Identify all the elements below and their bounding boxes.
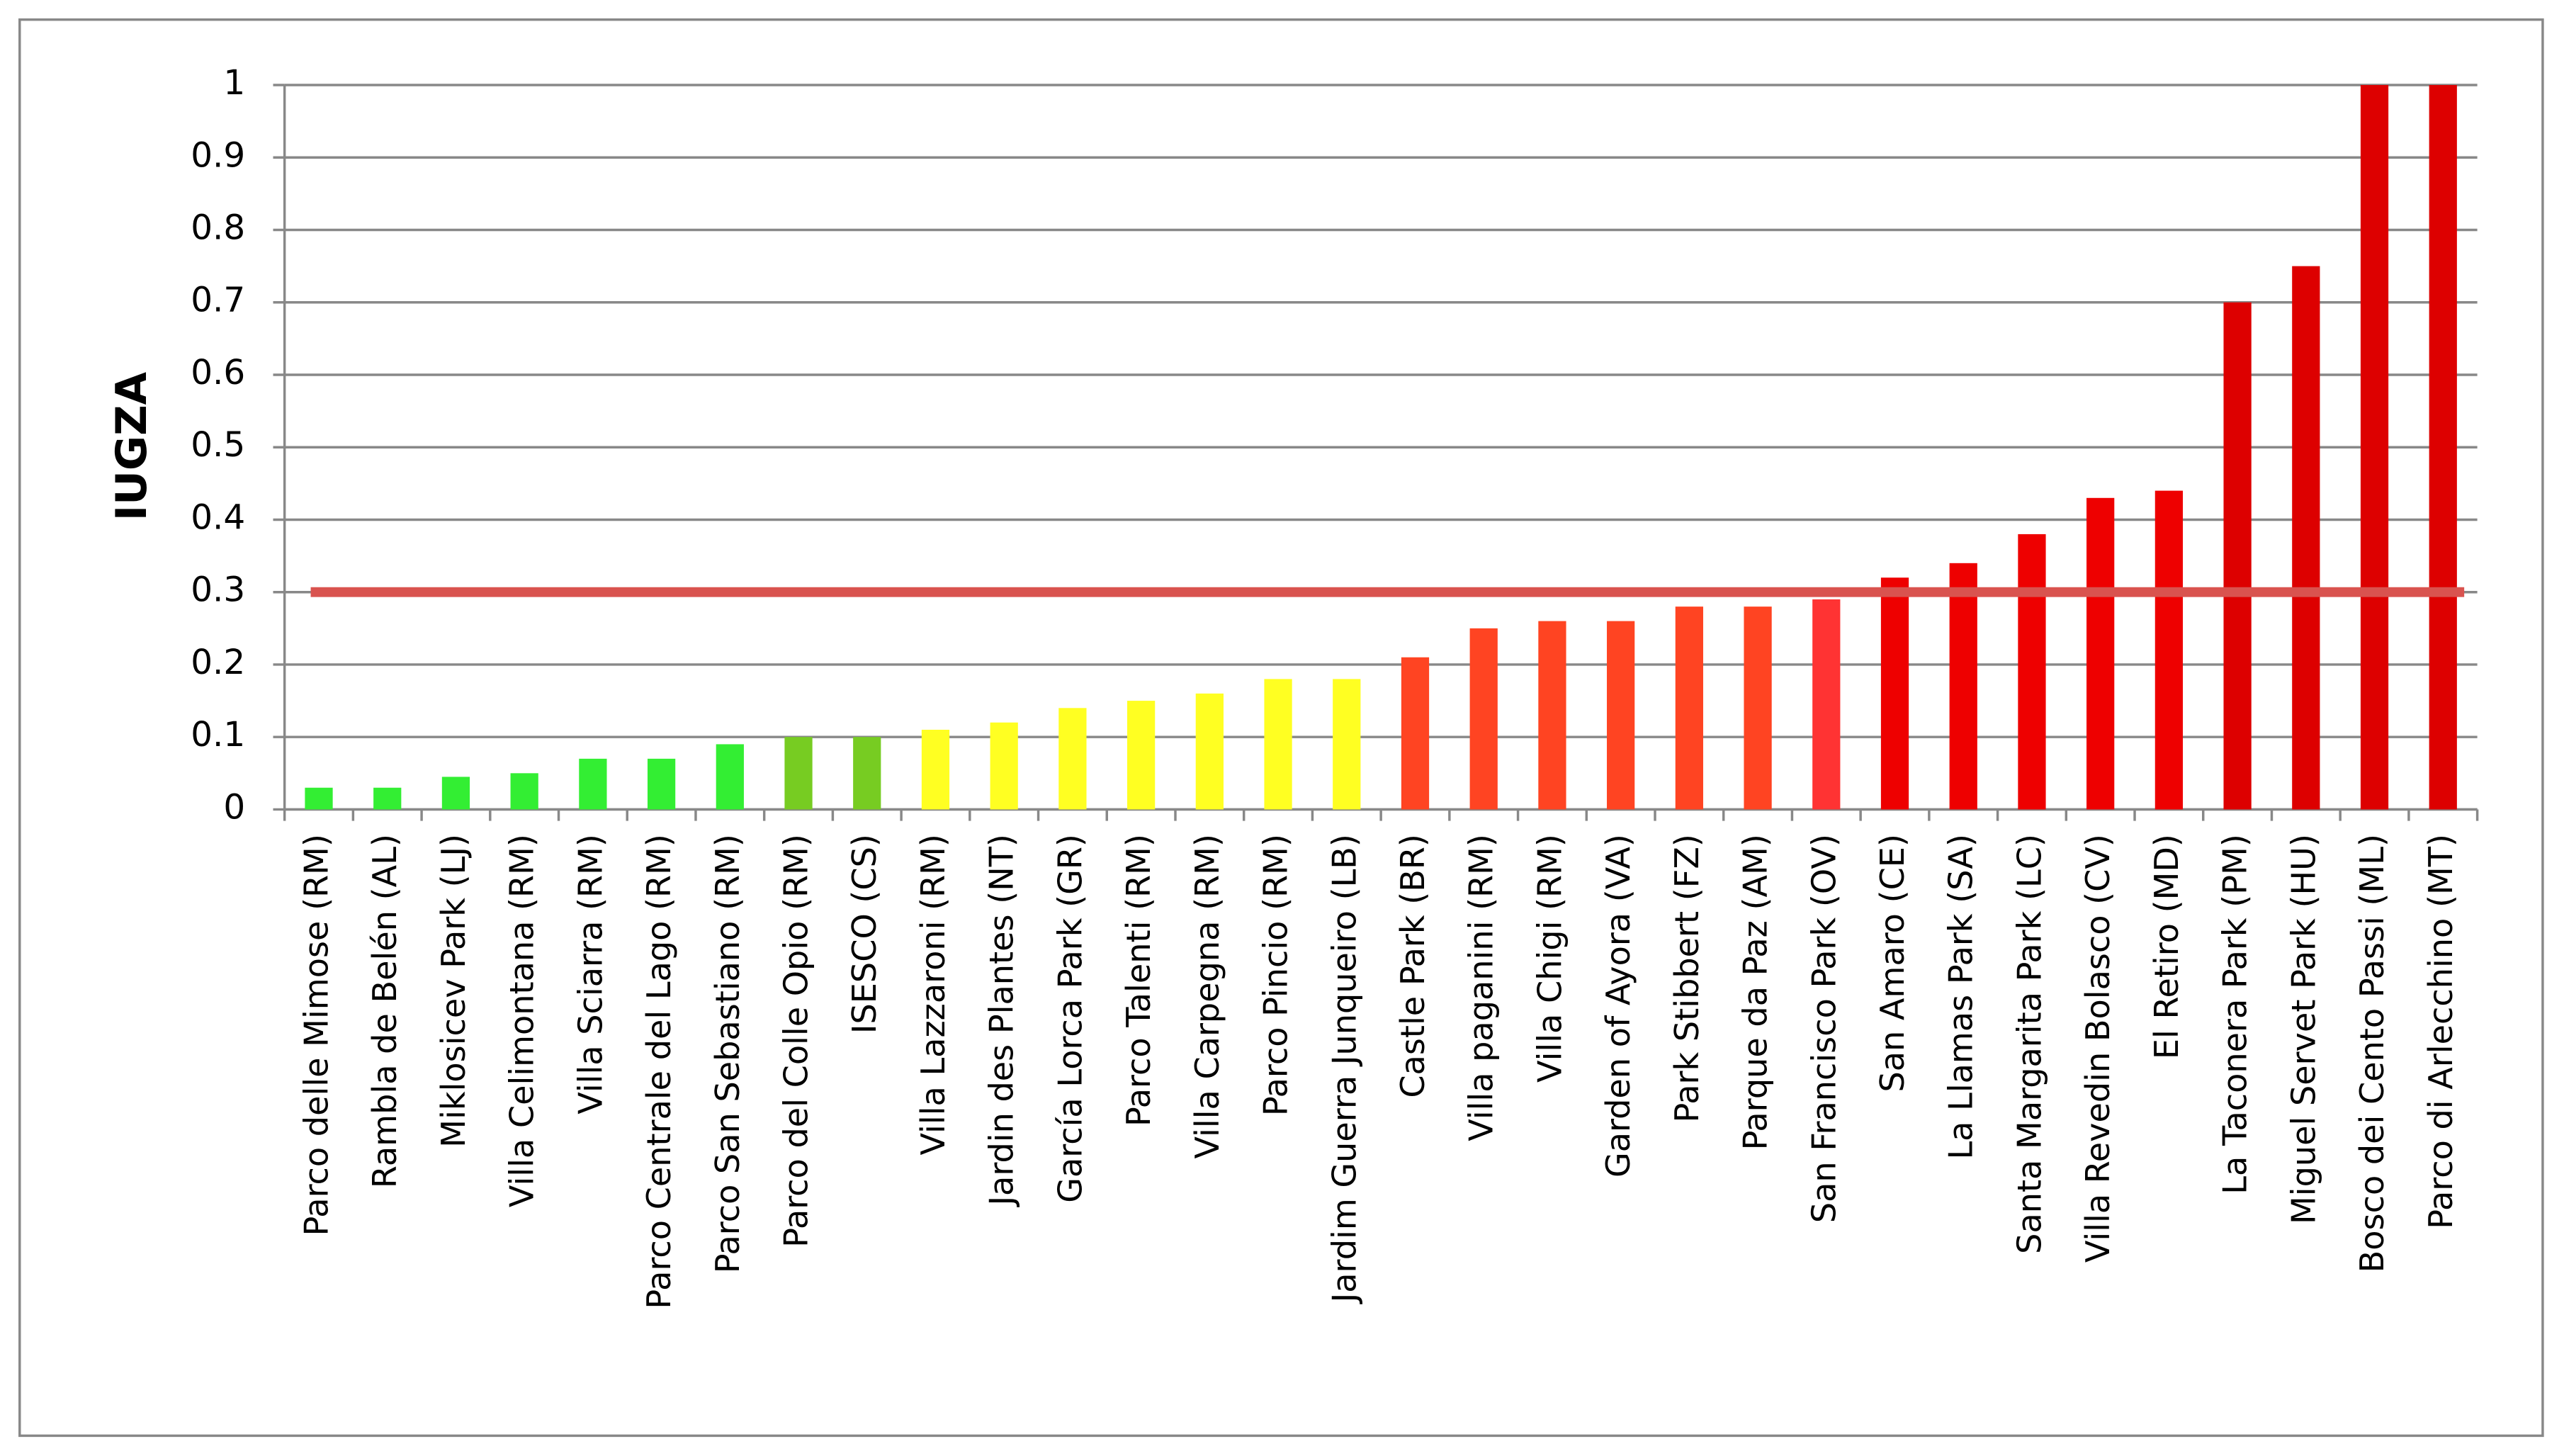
bar: [1675, 606, 1703, 810]
bar: [441, 777, 470, 810]
bar: [1880, 577, 1909, 810]
x-tick-label: Parco Centrale del Lago (RM): [640, 834, 678, 1309]
x-tick-label: Villa Chigi (RM): [1530, 834, 1569, 1083]
x-tick-label: Bosco dei Cento Passi (ML): [2353, 834, 2391, 1272]
bar: [1607, 621, 1635, 810]
x-tick-label: Parco di Arlecchino (MT): [2422, 834, 2460, 1229]
bar: [1333, 679, 1361, 810]
bar: [1538, 621, 1566, 810]
bar: [990, 722, 1018, 810]
x-tick-label: Parco delle Mimose (RM): [298, 834, 336, 1236]
x-tick-label: Rambla de Belén (AL): [366, 834, 404, 1188]
bar: [2018, 534, 2046, 810]
bar: [510, 773, 538, 810]
x-tick-label: Park Stibbert (FZ): [1668, 834, 1706, 1122]
x-tick-label: San Francisco Park (OV): [1805, 834, 1843, 1223]
bar: [2086, 497, 2115, 810]
x-tick-label: Castle Park (BR): [1394, 834, 1432, 1098]
bar: [2429, 85, 2457, 810]
x-tick-label: Santa Margarita Park (LC): [2010, 834, 2048, 1254]
x-tick-label: Miklosicev Park (LJ): [434, 834, 473, 1148]
x-tick-label: Parque da Paz (AM): [1736, 834, 1775, 1150]
y-tick-label: 0.1: [191, 715, 245, 755]
x-tick-label: Parco Pincio (RM): [1257, 834, 1295, 1116]
y-tick-label: 0.6: [191, 353, 245, 393]
bar: [1469, 628, 1498, 810]
y-tick-label: 0.8: [191, 208, 245, 247]
bar: [305, 787, 333, 810]
x-tick-label: San Amaro (CE): [1873, 834, 1911, 1092]
x-tick-label: ISESCO (CS): [845, 834, 883, 1034]
x-tick-label: Miguel Servet Park (HU): [2284, 834, 2322, 1224]
x-tick-label: Villa Revedin Bolasco (CV): [2079, 834, 2117, 1263]
y-tick-label: 1: [223, 63, 245, 103]
y-tick-label: 0.9: [191, 135, 245, 175]
y-tick-label: 0.2: [191, 643, 245, 682]
bar: [2154, 490, 2184, 810]
x-tick-label: Villa Carpegna (RM): [1188, 834, 1226, 1158]
x-tick-label: Jardim Guerra Junqueiro (LB): [1325, 834, 1363, 1304]
bar: [373, 787, 402, 810]
x-tick-label: Villa paganini (RM): [1462, 834, 1501, 1141]
y-axis-title: IUGZA: [107, 371, 157, 521]
x-tick-label: García Lorca Park (GR): [1051, 834, 1089, 1203]
bar: [1949, 563, 1977, 810]
bar: [2292, 266, 2320, 810]
bar: [579, 758, 607, 810]
y-tick-label: 0: [223, 787, 245, 827]
bar: [1744, 606, 1772, 810]
bar: [921, 729, 950, 810]
x-tick-label: Parco Talenti (RM): [1119, 834, 1158, 1127]
y-tick-label: 0.3: [191, 570, 245, 610]
bar: [2360, 85, 2389, 810]
bar: [1812, 599, 1841, 810]
x-tick-label: Parco del Colle Opio (RM): [777, 834, 815, 1248]
bar: [1058, 708, 1087, 810]
x-tick-label: Parco San Sebastiano (RM): [708, 834, 747, 1273]
x-tick-label: Villa Lazzaroni (RM): [914, 834, 952, 1155]
x-tick-label: Jardin des Plantes (NT): [983, 834, 1021, 1208]
x-tick-label: La Taconera Park (PM): [2216, 834, 2254, 1195]
x-tick-label: Villa Celimontana (RM): [503, 834, 541, 1207]
x-tick-label: Garden of Ayora (VA): [1599, 834, 1637, 1178]
bar: [647, 758, 676, 810]
bar: [2223, 302, 2252, 810]
y-tick-label: 0.5: [191, 425, 245, 465]
bar: [853, 737, 881, 810]
bar: [1264, 679, 1292, 810]
y-tick-label: 0.7: [191, 281, 245, 320]
bar: [1401, 657, 1430, 810]
bar: [1127, 701, 1156, 810]
bar: [716, 744, 744, 810]
y-tick-label: 0.4: [191, 497, 245, 537]
x-tick-label: La Llamas Park (SA): [1942, 834, 1980, 1159]
bar: [1195, 693, 1224, 810]
bar: [784, 737, 813, 810]
x-tick-label: El Retiro (MD): [2147, 834, 2186, 1059]
x-tick-label: Villa Sciarra (RM): [571, 834, 609, 1114]
